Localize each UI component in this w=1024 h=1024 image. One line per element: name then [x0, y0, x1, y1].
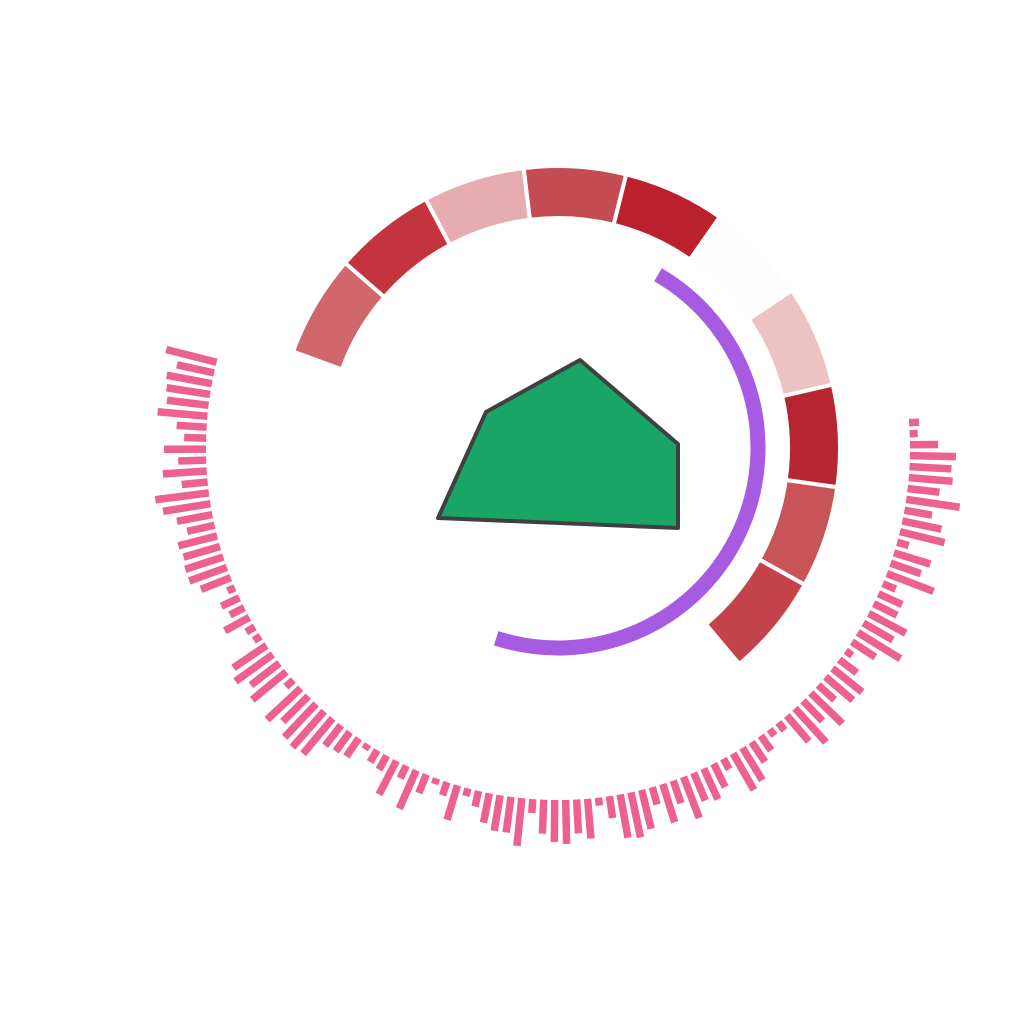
radial-bar	[761, 736, 771, 751]
radial-bar	[566, 800, 567, 844]
radial-bar	[909, 422, 919, 423]
radial-bar	[379, 756, 387, 770]
radial-bar	[897, 542, 909, 545]
radial-bar	[577, 800, 579, 834]
radial-bar	[187, 525, 214, 531]
radial-bar	[910, 467, 952, 469]
radial-bar	[532, 799, 533, 813]
radial-bar	[177, 425, 207, 427]
radial-bar	[447, 785, 457, 819]
radial-bar	[839, 660, 857, 673]
radial-bar	[177, 515, 212, 522]
radial-bar	[902, 521, 941, 529]
radial-bar	[652, 787, 657, 804]
radial-bar	[163, 471, 207, 474]
radial-bar	[906, 499, 959, 507]
radial-bar	[166, 350, 216, 363]
radial-bar	[483, 793, 489, 822]
radial-bar	[714, 764, 725, 787]
radial-bar	[178, 460, 206, 461]
radial-bar	[443, 782, 447, 795]
radial-bar	[346, 738, 358, 756]
radial-bar	[178, 536, 217, 546]
radial-bar	[435, 778, 437, 784]
radial-bar	[182, 482, 208, 485]
radial-bar	[184, 546, 220, 557]
radial-bar	[177, 365, 214, 373]
radial-bar	[167, 388, 210, 395]
radial-bar	[286, 680, 294, 687]
radial-bar	[419, 774, 426, 793]
radial-bar	[184, 438, 206, 439]
radial-bar	[370, 750, 377, 762]
radial-bar	[723, 759, 729, 770]
radial-bar	[904, 510, 932, 515]
radial-bar	[254, 636, 261, 640]
radial-bar	[673, 781, 681, 804]
radial-bar	[599, 798, 600, 806]
radial-bar	[494, 795, 500, 831]
radial-bar	[475, 791, 479, 807]
radial-bar	[642, 790, 652, 829]
radial-bar	[846, 651, 853, 656]
polygon-shape	[438, 360, 678, 528]
radial-bar	[874, 604, 897, 615]
radial-bar	[908, 489, 940, 493]
radial-bar	[910, 456, 956, 457]
radial-bar	[909, 478, 953, 482]
radial-bar	[158, 412, 208, 417]
radial-bar	[466, 788, 468, 796]
radial-bar	[631, 792, 641, 837]
radial-bar	[155, 493, 209, 500]
radial-bar	[246, 627, 255, 632]
radial-bar	[588, 799, 591, 839]
radial-bar	[228, 588, 235, 591]
radial-bar	[770, 729, 775, 735]
radial-bar	[167, 375, 212, 383]
radial-bar	[542, 800, 543, 834]
radial-bar	[517, 798, 522, 846]
radial-bar	[365, 744, 368, 749]
radial-bar	[230, 608, 244, 615]
radial-bar	[620, 794, 628, 837]
radial-bar	[167, 400, 209, 405]
radial-bar	[900, 532, 945, 543]
heatmap-segment	[524, 166, 627, 225]
radial-bar	[609, 796, 612, 818]
radial-bar	[891, 563, 921, 573]
center-polygon	[438, 360, 678, 528]
radial-bar	[778, 723, 784, 731]
radial-bar	[506, 797, 511, 833]
radial-bar	[883, 584, 896, 589]
heatmap-segment	[782, 385, 840, 488]
radial-bar	[163, 504, 210, 512]
radial-bar	[221, 598, 239, 607]
radial-bar	[400, 766, 406, 779]
radial-bar	[878, 594, 902, 605]
